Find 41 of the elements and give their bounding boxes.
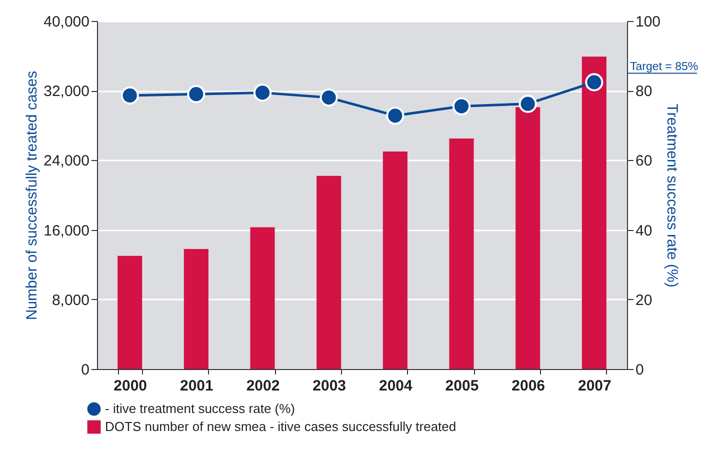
x-tick-label: 2005: [445, 378, 479, 394]
x-tick-label: 2003: [312, 378, 346, 394]
point: [585, 73, 604, 92]
y2-tick-label: 100: [636, 14, 661, 30]
y2-tick-label: 40: [636, 222, 652, 240]
point: [518, 94, 537, 113]
bar: [516, 107, 540, 369]
x-tick-label: 2001: [180, 378, 214, 394]
y-tick-label: 16,000: [44, 222, 90, 240]
y2-tick-label: 80: [636, 83, 652, 100]
legend-label: - itive treatment success rate (%): [105, 401, 295, 416]
y-tick-label: 8,000: [52, 292, 90, 309]
bar: [582, 56, 606, 369]
x-tick-label: 2002: [246, 378, 280, 394]
y-tick-label: 32,000: [44, 83, 90, 100]
y-axis-title: Number of successfully treated cases: [24, 70, 41, 320]
y2-tick-label: 60: [636, 152, 652, 170]
point: [187, 85, 206, 104]
bar: [382, 152, 408, 369]
point: [253, 84, 272, 102]
bar: [316, 176, 342, 369]
bar: [118, 256, 142, 369]
bar: [449, 138, 474, 369]
legend-label: DOTS number of new smea - itive cases successfully treated: [105, 419, 456, 434]
bar: [250, 227, 275, 369]
y-tick-label: 24,000: [44, 152, 90, 170]
x-tick-label: 2007: [578, 378, 612, 394]
bar: [184, 248, 208, 369]
y-tick-label: 40,000: [44, 14, 90, 30]
point: [386, 106, 404, 125]
x-tick-label: 2006: [512, 378, 546, 394]
point: [320, 88, 338, 107]
point: [452, 97, 471, 116]
x-tick-label: 2000: [114, 378, 148, 394]
y2-axis-title: Treatment success rate (%): [664, 104, 681, 288]
y2-tick-label: 0: [636, 362, 644, 378]
point: [120, 86, 139, 105]
x-tick-label: 2004: [378, 378, 414, 394]
y2-tick-label: 20: [636, 292, 652, 309]
ref-line-label: Target = 85%: [630, 61, 698, 74]
y-tick-label: 0: [81, 362, 90, 378]
